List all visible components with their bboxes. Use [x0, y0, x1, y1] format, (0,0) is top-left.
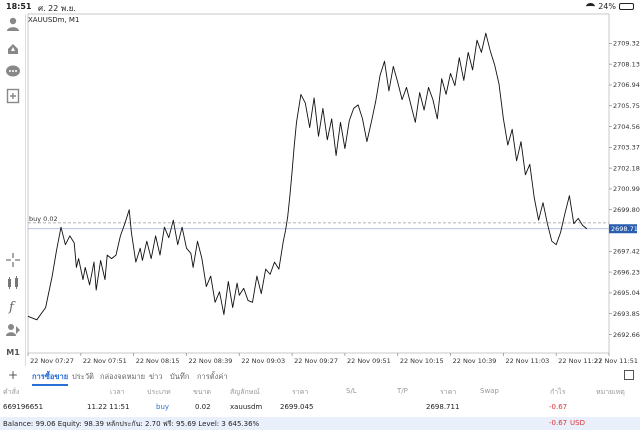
x-tick-label: 22 Nov 07:51	[83, 357, 127, 365]
cell-symbol: xauusdm	[230, 403, 263, 411]
y-tick-label: 2704.560	[613, 123, 640, 131]
y-tick-label: 2693.850	[613, 310, 640, 318]
bottom-tab-bar: + การซื้อขาย ประวัติ กล่องจดหมาย ข่าว บั…	[0, 368, 640, 386]
cell-time: 11.22 11:51	[87, 403, 130, 411]
col-volume: ขนาด	[193, 388, 212, 396]
col-order: คำสั่ง	[3, 388, 20, 396]
plot-border	[27, 13, 610, 354]
currency-label: USD	[570, 419, 585, 427]
current-price-label: 2698.711	[611, 225, 640, 233]
y-tick-label: 2705.750	[613, 102, 640, 110]
y-tick-label: 2699.800	[613, 206, 640, 214]
col-profit: กำไร	[550, 388, 566, 396]
cell-current-price: 2698.711	[426, 403, 460, 411]
x-tick-label: 22 Nov 10:15	[400, 357, 444, 365]
table-row[interactable]: 669196651 11.22 11:51 buy 0.02 xauusdm 2…	[0, 402, 640, 415]
svg-text:f: f	[8, 300, 16, 314]
y-tick-label: 2703.370	[613, 144, 640, 152]
price-series-line	[27, 32, 588, 321]
status-date: ศ. 22 พ.ย.	[38, 4, 76, 13]
function-icon[interactable]: f	[5, 298, 21, 314]
y-tick-label: 2697.420	[613, 248, 640, 256]
y-tick-label: 2696.230	[613, 268, 640, 276]
x-tick-label: 22 Nov 09:51	[347, 357, 391, 365]
x-tick-label: 22 Nov 09:03	[241, 357, 285, 365]
balance-bar: Balance: 99.06 Equity: 98.39 หลักประกัน:…	[0, 417, 640, 430]
timeframe-button[interactable]: M1	[5, 344, 21, 360]
chart-frame	[27, 13, 610, 354]
tab-journal[interactable]: บันทึก	[170, 372, 190, 381]
status-right: 24%	[586, 2, 634, 11]
col-symbol: สัญลักษณ์	[230, 388, 260, 396]
signal-icon[interactable]	[5, 41, 21, 57]
total-profit: -0.67	[549, 419, 568, 427]
x-tick-label: 22 Nov 10:39	[453, 357, 497, 365]
layout-icon[interactable]	[624, 370, 634, 380]
col-price: ราคา	[292, 388, 309, 396]
col-comment: หมายเหตุ	[596, 388, 625, 396]
col-time: เวลา	[110, 388, 125, 396]
y-tick-label: 2702.180	[613, 164, 640, 172]
x-tick-label: 22 Nov 11:03	[505, 357, 549, 365]
wifi-icon	[586, 3, 596, 10]
y-tick-label: 2709.320	[613, 40, 640, 48]
x-tick-label: 22 Nov 11:27	[558, 357, 602, 365]
crosshair-icon[interactable]	[5, 252, 21, 268]
chat-icon[interactable]	[5, 64, 21, 80]
balance-text: Balance: 99.06 Equity: 98.39 หลักประกัน:…	[3, 420, 260, 428]
order-line-label: buy 0.02	[29, 215, 58, 223]
add-order-button[interactable]: +	[8, 368, 19, 382]
status-time: 18:51	[6, 2, 32, 11]
cell-order: 669196651	[3, 403, 44, 411]
battery-percent: 24%	[598, 2, 616, 11]
y-tick-label: 2695.040	[613, 289, 640, 297]
chart-series: buy 0.02 2698.711	[27, 32, 640, 321]
col-current-price: ราคา	[440, 388, 457, 396]
y-tick-label: 2708.130	[613, 60, 640, 68]
col-sl: S/L	[346, 387, 357, 395]
x-tick-label: 22 Nov 11:51	[594, 357, 638, 365]
timeframe-label: M1	[6, 347, 20, 357]
cell-price: 2699.045	[280, 403, 314, 411]
x-tick-label: 22 Nov 08:15	[136, 357, 180, 365]
x-tick-label: 22 Nov 09:27	[294, 357, 338, 365]
col-type: ประเภท	[147, 388, 171, 396]
battery-icon	[619, 3, 634, 10]
indicator-icon[interactable]	[5, 275, 21, 291]
user-icon[interactable]	[5, 16, 21, 32]
col-tp: T/P	[397, 387, 408, 395]
x-tick-label: 22 Nov 07:27	[30, 357, 74, 365]
left-toolbar: f M1	[0, 14, 26, 366]
table-header: คำสั่ง เวลา ประเภท ขนาด สัญลักษณ์ ราคา S…	[0, 386, 640, 398]
current-price-box	[609, 224, 637, 234]
chart-title: XAUUSDm, M1	[28, 16, 80, 24]
tab-mailbox[interactable]: กล่องจดหมาย	[100, 372, 146, 381]
tab-news[interactable]: ข่าว	[149, 372, 163, 381]
price-chart[interactable]: 2709.320 2708.130 2706.940 2705.750 2704.560…	[0, 0, 640, 368]
tab-settings[interactable]: การตั้งค่า	[197, 372, 228, 381]
add-file-icon[interactable]	[5, 88, 21, 104]
status-bar: 18:51 ศ. 22 พ.ย. 24%	[0, 0, 640, 14]
x-tick-label: 22 Nov 08:39	[189, 357, 233, 365]
tab-history[interactable]: ประวัติ	[72, 372, 94, 381]
y-tick-label: 2692.660	[613, 331, 640, 339]
y-tick-label: 2700.990	[613, 185, 640, 193]
cell-volume: 0.02	[195, 403, 211, 411]
col-swap: Swap	[480, 387, 499, 395]
cell-profit: -0.67	[549, 403, 568, 411]
chart-axes: 2709.320 2708.130 2706.940 2705.750 2704.560…	[27, 40, 640, 365]
y-tick-label: 2706.940	[613, 81, 640, 89]
objects-icon[interactable]	[5, 321, 21, 337]
tab-trade[interactable]: การซื้อขาย	[32, 371, 69, 386]
cell-type: buy	[156, 403, 170, 411]
